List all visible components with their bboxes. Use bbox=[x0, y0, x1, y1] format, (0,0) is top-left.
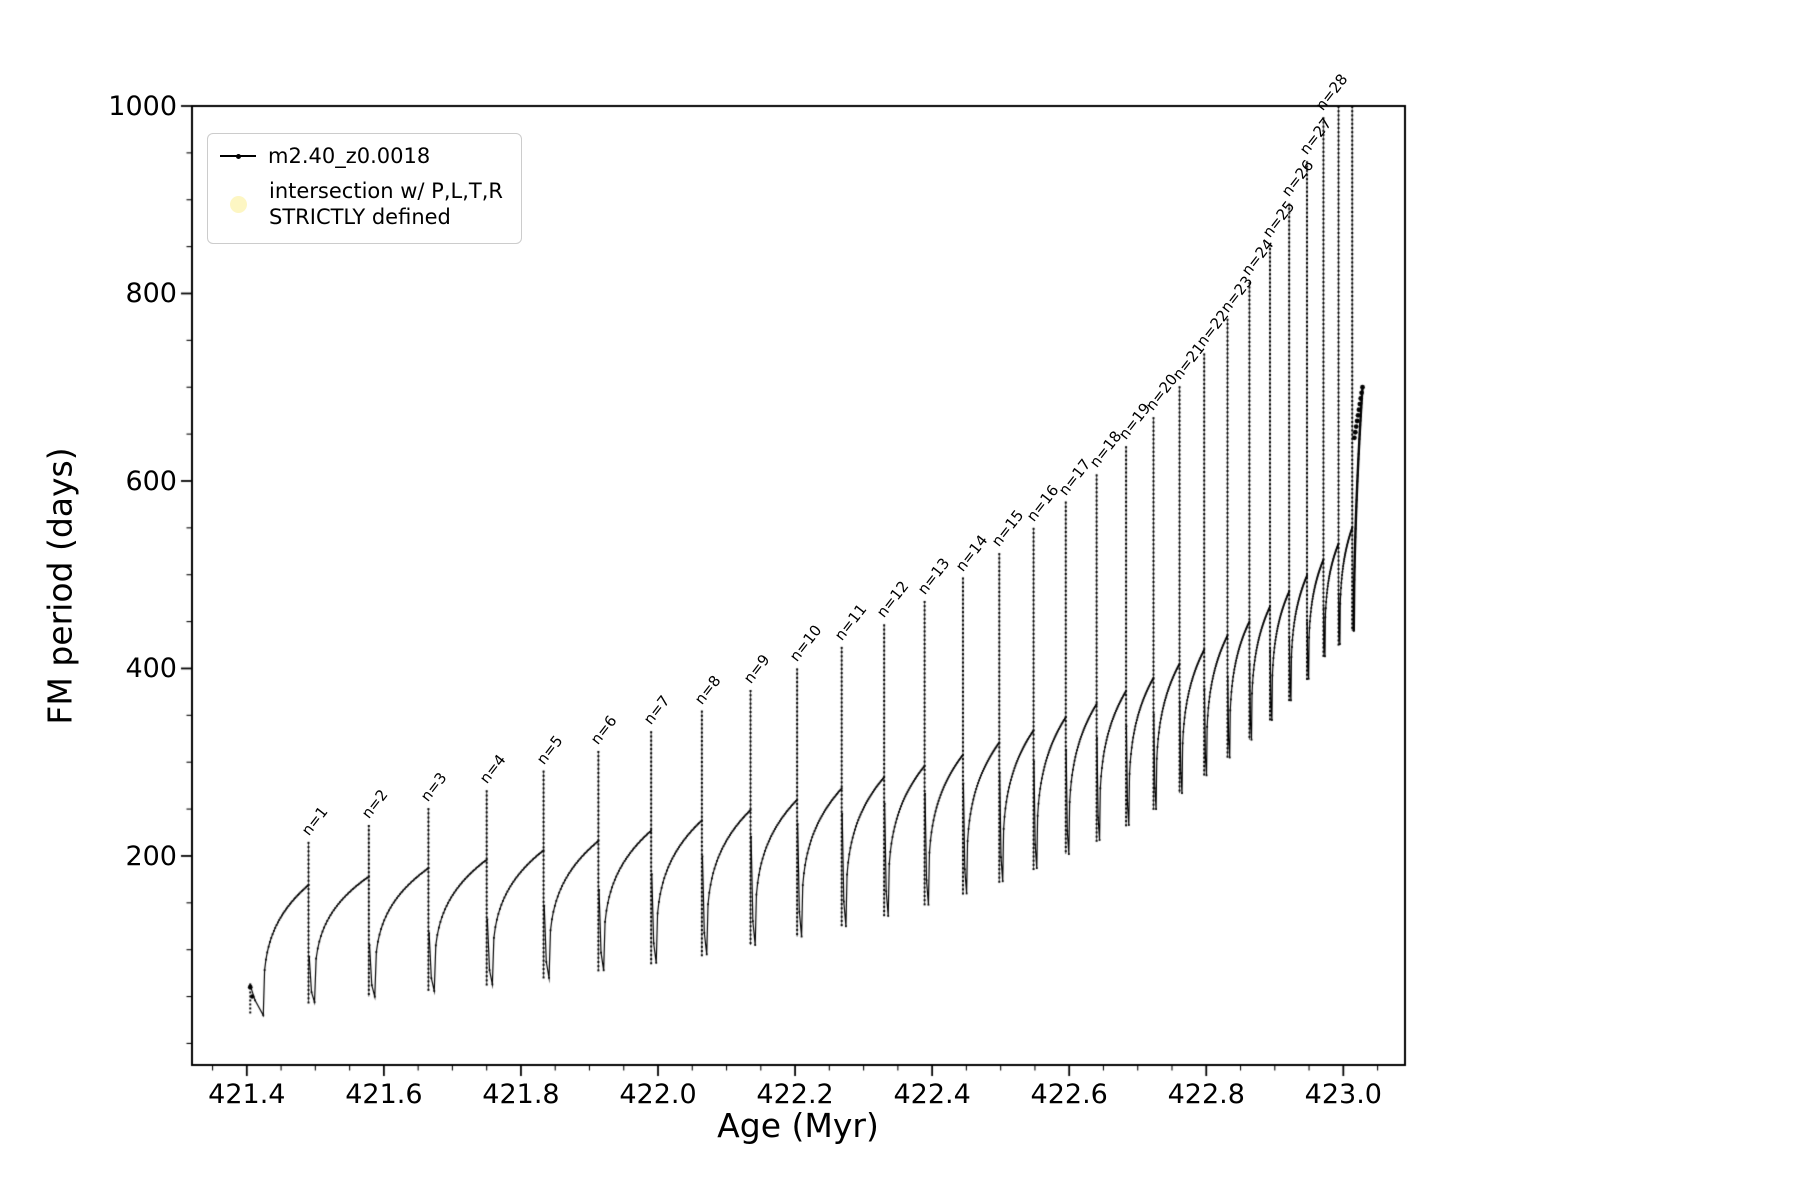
y-tick-label: 1000 bbox=[108, 91, 177, 122]
y-tick-label: 800 bbox=[125, 278, 177, 310]
x-tick-label: 421.8 bbox=[482, 1079, 560, 1110]
dot-icon bbox=[235, 153, 241, 159]
x-axis-label: Age (Myr) bbox=[717, 1106, 879, 1145]
y-tick-label: 400 bbox=[125, 653, 177, 685]
x-tick-label: 422.4 bbox=[893, 1079, 971, 1110]
legend-entry-series: m2.40_z0.0018 bbox=[220, 144, 503, 168]
x-tick-label: 423.0 bbox=[1304, 1079, 1382, 1110]
legend-entry-intersection: intersection w/ P,L,T,R STRICTLY defined bbox=[220, 178, 503, 231]
intersection-marker-icon bbox=[230, 195, 247, 213]
legend: m2.40_z0.0018 intersection w/ P,L,T,R ST… bbox=[207, 133, 522, 244]
x-tick-label: 422.2 bbox=[756, 1079, 834, 1110]
x-tick-label: 421.4 bbox=[208, 1079, 286, 1110]
line-dot-marker-icon bbox=[220, 153, 256, 159]
legend-label-intersection: intersection w/ P,L,T,R STRICTLY defined bbox=[269, 179, 503, 230]
x-tick-label: 422.6 bbox=[1030, 1079, 1108, 1110]
legend-label-series: m2.40_z0.0018 bbox=[268, 144, 431, 168]
y-tick-label: 600 bbox=[125, 465, 177, 497]
x-tick-label: 422.8 bbox=[1167, 1079, 1245, 1110]
x-tick-label: 421.6 bbox=[345, 1079, 423, 1110]
y-tick-label: 200 bbox=[125, 840, 177, 872]
y-axis-label: FM period (days) bbox=[40, 447, 80, 725]
x-tick-label: 422.0 bbox=[619, 1079, 697, 1110]
